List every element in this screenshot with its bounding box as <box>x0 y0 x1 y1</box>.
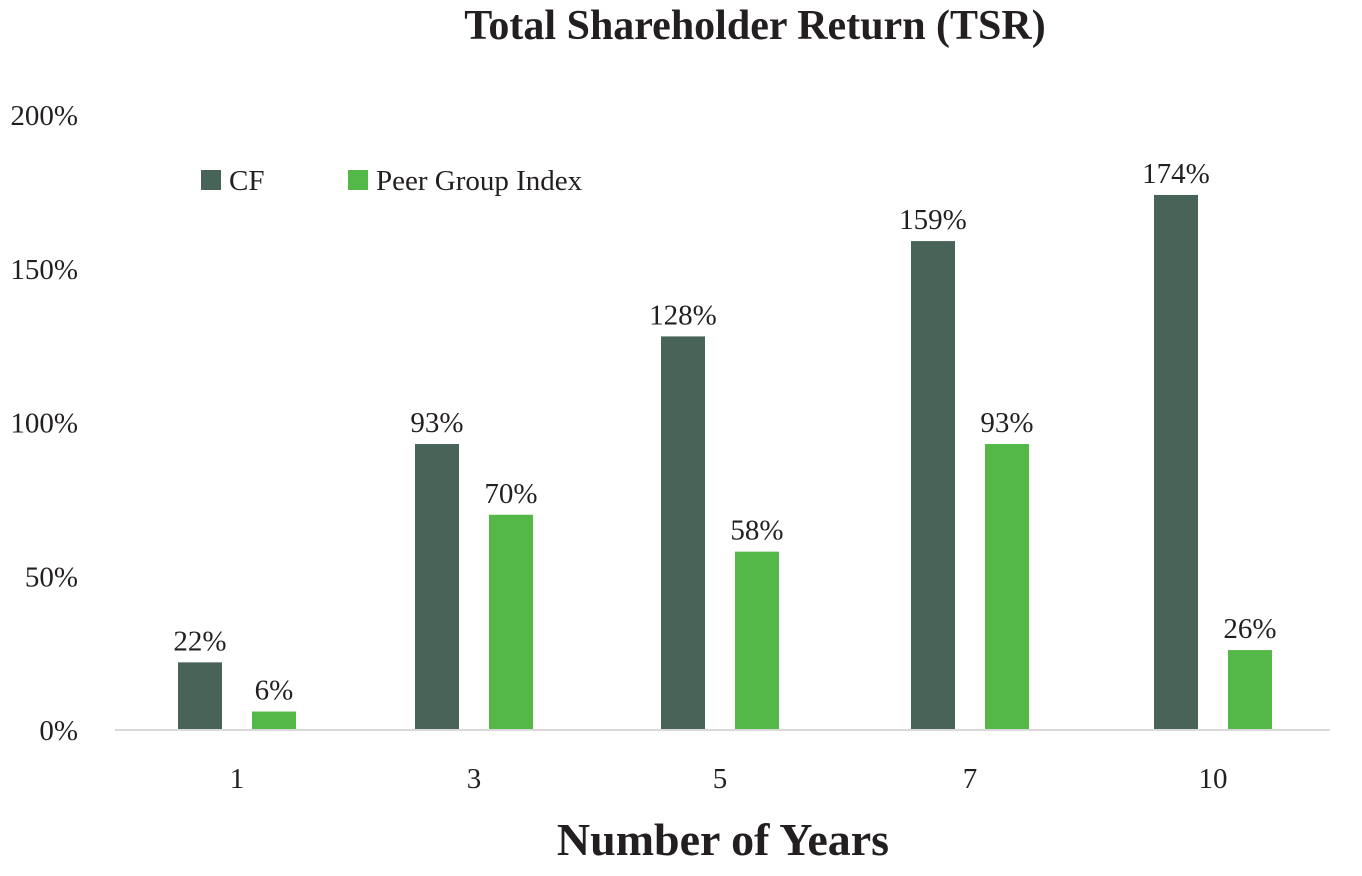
data-label: 58% <box>730 515 783 547</box>
x-axis-tick-labels: 1 3 5 7 10 <box>230 763 1228 795</box>
bar-cf <box>661 336 705 730</box>
bar-cf <box>178 662 222 730</box>
bar-cf <box>415 444 459 730</box>
x-tick-label: 10 <box>1199 763 1228 795</box>
data-label: 128% <box>649 299 717 331</box>
y-tick-label: 200% <box>10 100 78 132</box>
x-tick-label: 7 <box>963 763 978 795</box>
x-tick-label: 3 <box>467 763 482 795</box>
bar-cf <box>911 241 955 730</box>
x-axis-title: Number of Years <box>556 814 890 865</box>
legend-swatch <box>348 170 368 190</box>
data-label: 159% <box>899 204 967 236</box>
legend-label: Peer Group Index <box>376 165 583 197</box>
y-tick-label: 150% <box>10 254 78 286</box>
bar-peer-group-index <box>252 711 296 730</box>
data-labels: 22% 93% 128% 159% 174% 6% 70% 58% 93% 26% <box>173 158 1276 707</box>
y-tick-label: 0% <box>39 715 78 747</box>
data-label: 93% <box>410 407 463 439</box>
legend: CF Peer Group Index <box>201 165 583 197</box>
legend-label: CF <box>229 165 264 197</box>
x-tick-label: 5 <box>713 763 728 795</box>
data-label: 26% <box>1223 613 1276 645</box>
chart-title: Total Shareholder Return (TSR) <box>464 3 1046 49</box>
data-label: 174% <box>1142 158 1210 190</box>
bar-peer-group-index <box>489 514 533 730</box>
data-label: 6% <box>255 675 294 707</box>
bar-peer-group-index <box>1228 650 1272 730</box>
y-tick-label: 50% <box>25 561 78 593</box>
bars <box>178 194 1272 730</box>
data-label: 70% <box>484 478 537 510</box>
bar-peer-group-index <box>735 551 779 730</box>
data-label: 93% <box>980 407 1033 439</box>
y-tick-label: 100% <box>10 408 78 440</box>
bar-cf <box>1154 194 1198 730</box>
y-axis-tick-labels: 0% 50% 100% 150% 200% <box>10 100 78 747</box>
legend-swatch <box>201 170 221 190</box>
data-label: 22% <box>173 625 226 657</box>
x-tick-label: 1 <box>230 763 245 795</box>
bar-peer-group-index <box>985 444 1029 730</box>
